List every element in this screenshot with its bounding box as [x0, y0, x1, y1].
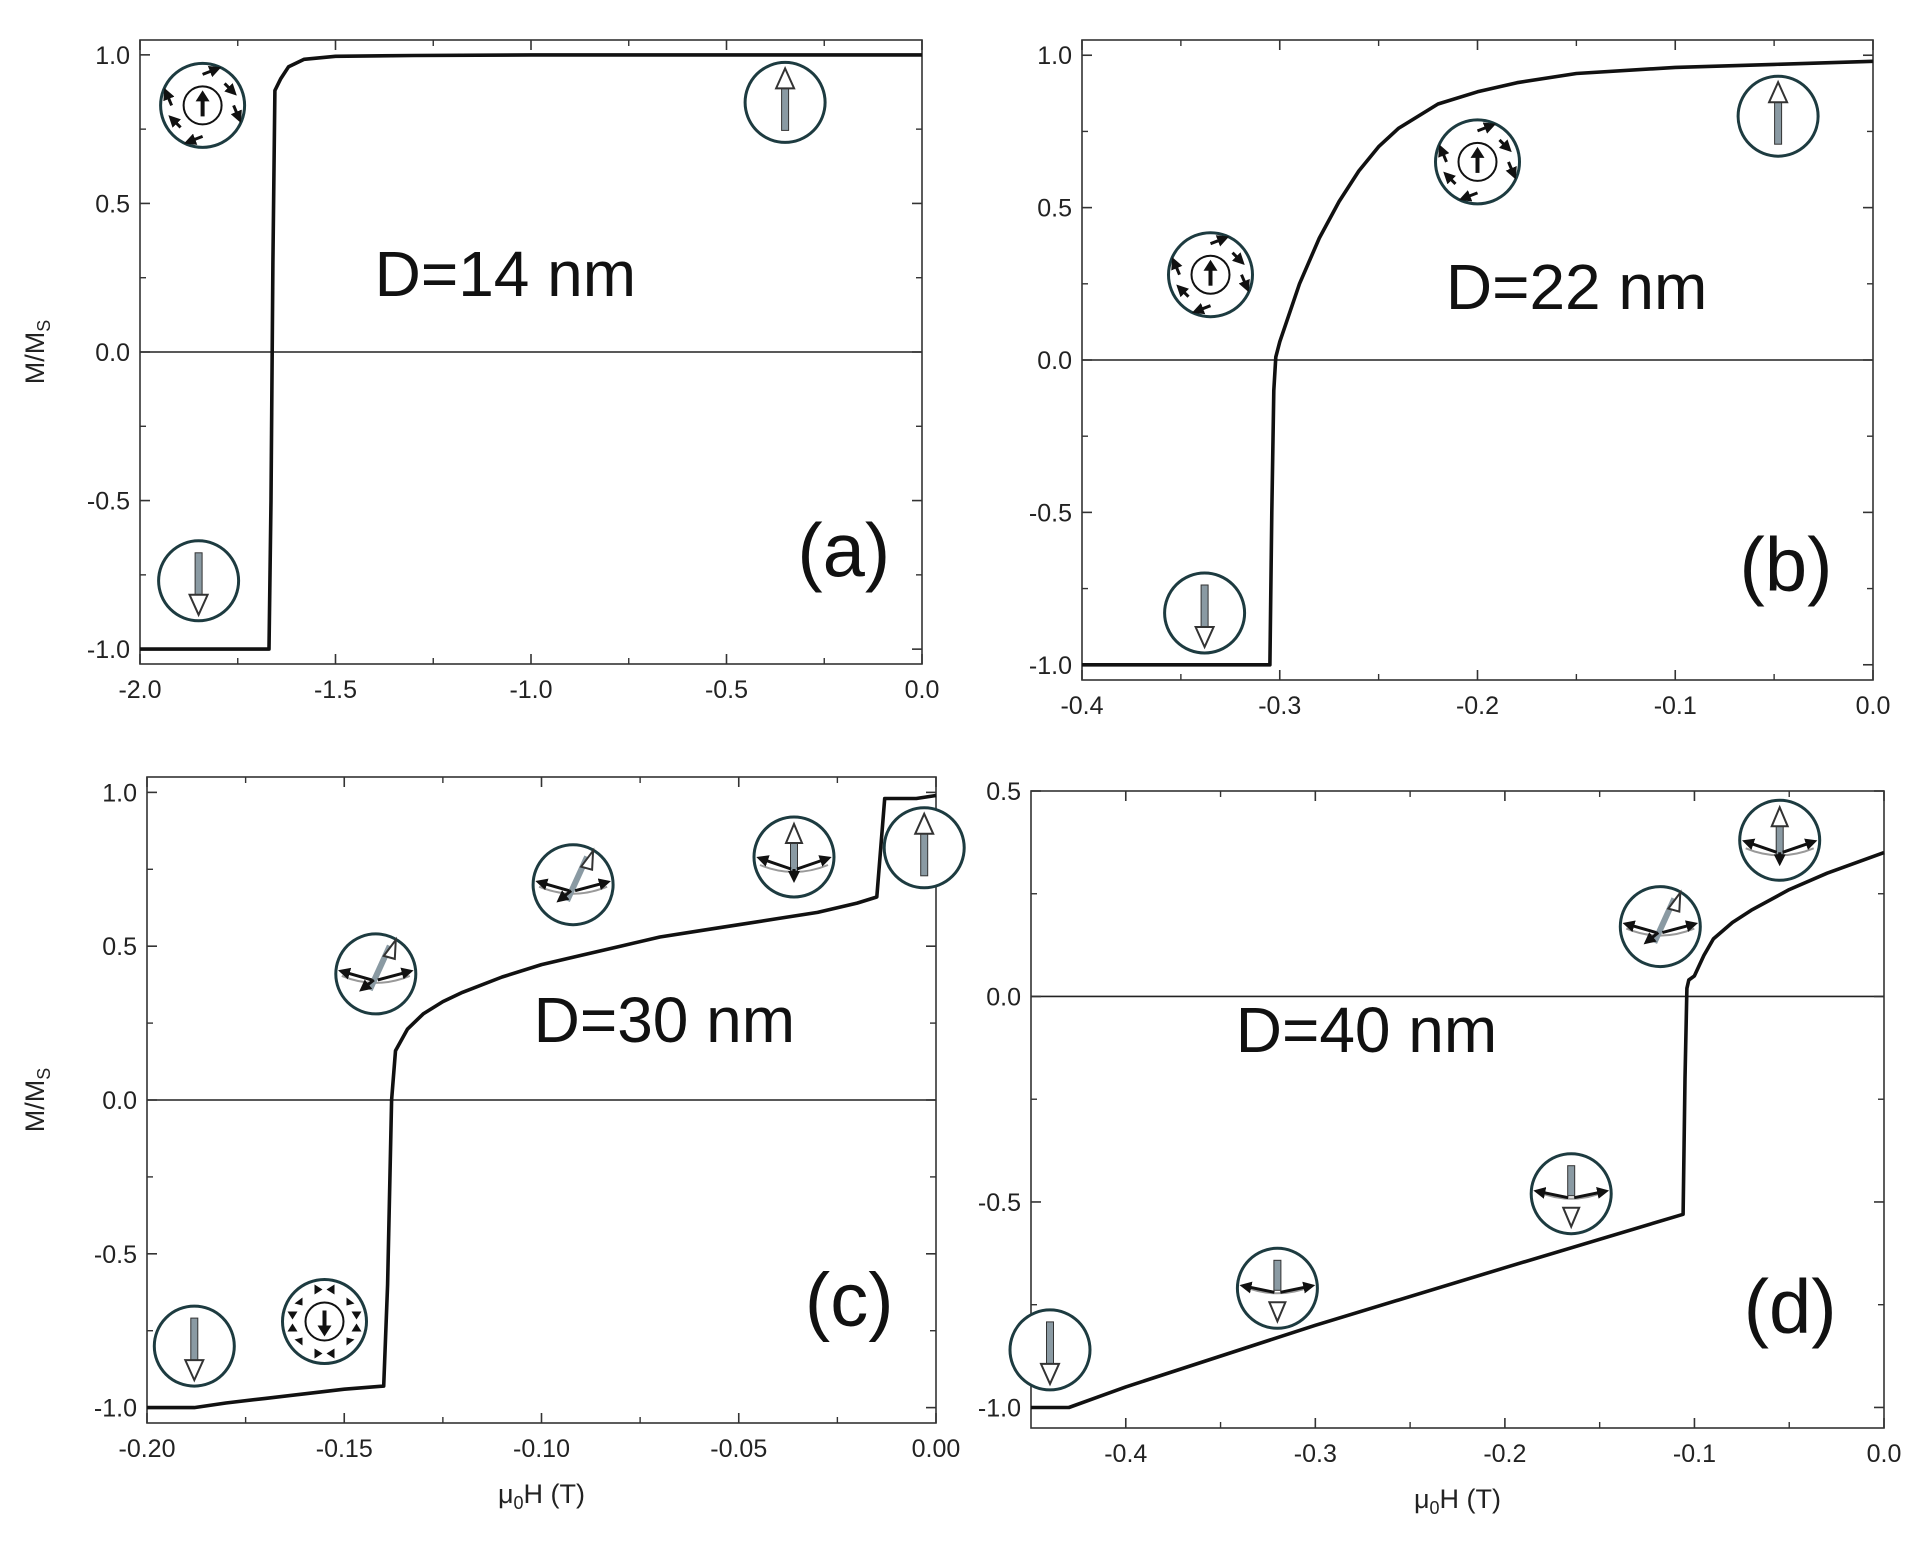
x-axis-label: μ0H (T): [1414, 1484, 1501, 1518]
series-line: [147, 793, 937, 1410]
x-tick-label: -0.15: [316, 1435, 373, 1463]
x-tick-label: -1.0: [509, 676, 552, 704]
vortex-up-icon: [161, 63, 245, 147]
panel-label: (b): [1740, 522, 1833, 607]
x-tick-label: -0.2: [1483, 1440, 1526, 1468]
y-tick-label: 0.5: [95, 190, 130, 218]
panel-title: D=22 nm: [1446, 251, 1707, 323]
x-tick-label: -1.5: [314, 676, 357, 704]
plot-frame: [1030, 790, 1885, 1429]
panel-title: D=40 nm: [1236, 994, 1497, 1066]
x-tick-label: -0.05: [710, 1435, 767, 1463]
tilted-vortex-icon: [533, 845, 613, 925]
y-tick-label: -1.0: [87, 636, 130, 664]
x-tick-label: 0.0: [905, 676, 940, 704]
spin-up-icon: [882, 806, 966, 890]
x-tick-label: -0.5: [705, 676, 748, 704]
series-line: [140, 53, 922, 651]
x-tick-label: -0.3: [1294, 1440, 1337, 1468]
vortex-up-icon: [1436, 120, 1520, 204]
x-tick-label: -0.4: [1104, 1440, 1147, 1468]
y-tick-label: 1.0: [102, 779, 137, 807]
y-tick-label: -0.5: [1029, 499, 1072, 527]
bloch-point-down-icon: [1531, 1154, 1611, 1234]
y-tick-label: 0.0: [102, 1087, 137, 1115]
y-tick-label: 1.0: [1037, 42, 1072, 70]
spin-down-icon: [152, 1304, 236, 1388]
vortex-up-icon: [1169, 233, 1253, 317]
y-axis-label: M/MS: [20, 320, 54, 385]
x-axis-label: μ0H (T): [498, 1479, 585, 1513]
x-tick-label: -0.1: [1673, 1440, 1716, 1468]
y-tick-label: 0.0: [986, 983, 1021, 1011]
x-tick-label: -0.2: [1456, 692, 1499, 720]
panel-label: (a): [797, 509, 890, 594]
panel-b: -0.4 -0.3 -0.2 -0.1 0.0 -1.0 -0.5 0.0 0.5 1.0 D=22…: [1029, 39, 1891, 720]
x-tick-label: 0.00: [912, 1435, 961, 1463]
panel-a: -2.0 -1.5 -1.0 -0.5 0.0 -1.0 -0.5 0.0 0.5 1.0 D=14…: [20, 39, 940, 704]
bloch-point-up-icon: [754, 817, 834, 897]
bloch-point-down-icon: [1237, 1248, 1317, 1328]
y-tick-label: 0.5: [986, 778, 1021, 806]
spin-up-icon: [1736, 74, 1820, 158]
x-tick-label: -0.20: [119, 1435, 176, 1463]
x-tick-label: -0.3: [1258, 692, 1301, 720]
bloch-point-up-icon: [1740, 800, 1820, 880]
panel-label: (d): [1744, 1264, 1837, 1349]
y-tick-label: 0.0: [1037, 347, 1072, 375]
panel-d: -0.4 -0.3 -0.2 -0.1 0.0 -1.0 -0.5 0.0 0.5 D=40 nm…: [978, 778, 1901, 1518]
x-tick-label: -0.10: [513, 1435, 570, 1463]
tilted-vortex-icon: [336, 934, 416, 1014]
y-tick-label: -0.5: [87, 488, 130, 516]
tilted-vortex-icon: [1620, 887, 1700, 967]
y-tick-label: 0.5: [102, 933, 137, 961]
x-tick-label: -0.1: [1654, 692, 1697, 720]
panel-c: -0.20 -0.15 -0.10 -0.05 0.00 -1.0 -0.5 0.0 0.5 1.…: [20, 776, 966, 1513]
y-axis-label: M/MS: [20, 1068, 54, 1133]
y-tick-label: -0.5: [94, 1241, 137, 1269]
spin-down-icon: [1163, 571, 1247, 655]
spin-down-icon: [157, 539, 241, 623]
x-tick-label: 0.0: [1856, 692, 1891, 720]
y-tick-label: -1.0: [978, 1394, 1021, 1422]
y-tick-label: 1.0: [95, 42, 130, 70]
series-line: [1082, 59, 1874, 667]
y-tick-label: 0.0: [95, 339, 130, 367]
panel-title: D=14 nm: [375, 238, 636, 310]
panel-label: (c): [805, 1258, 894, 1343]
x-tick-label: -0.4: [1060, 692, 1103, 720]
y-tick-label: 0.5: [1037, 195, 1072, 223]
spin-down-icon: [1008, 1308, 1092, 1392]
x-tick-label: 0.0: [1867, 1440, 1902, 1468]
x-tick-label: -2.0: [118, 676, 161, 704]
y-tick-label: -1.0: [94, 1395, 137, 1423]
series-line: [1031, 850, 1885, 1410]
y-tick-label: -0.5: [978, 1189, 1021, 1217]
spin-up-icon: [743, 60, 827, 144]
y-tick-label: -1.0: [1029, 652, 1072, 680]
panel-title: D=30 nm: [534, 984, 795, 1056]
vortex-down-icon: [280, 1277, 369, 1366]
